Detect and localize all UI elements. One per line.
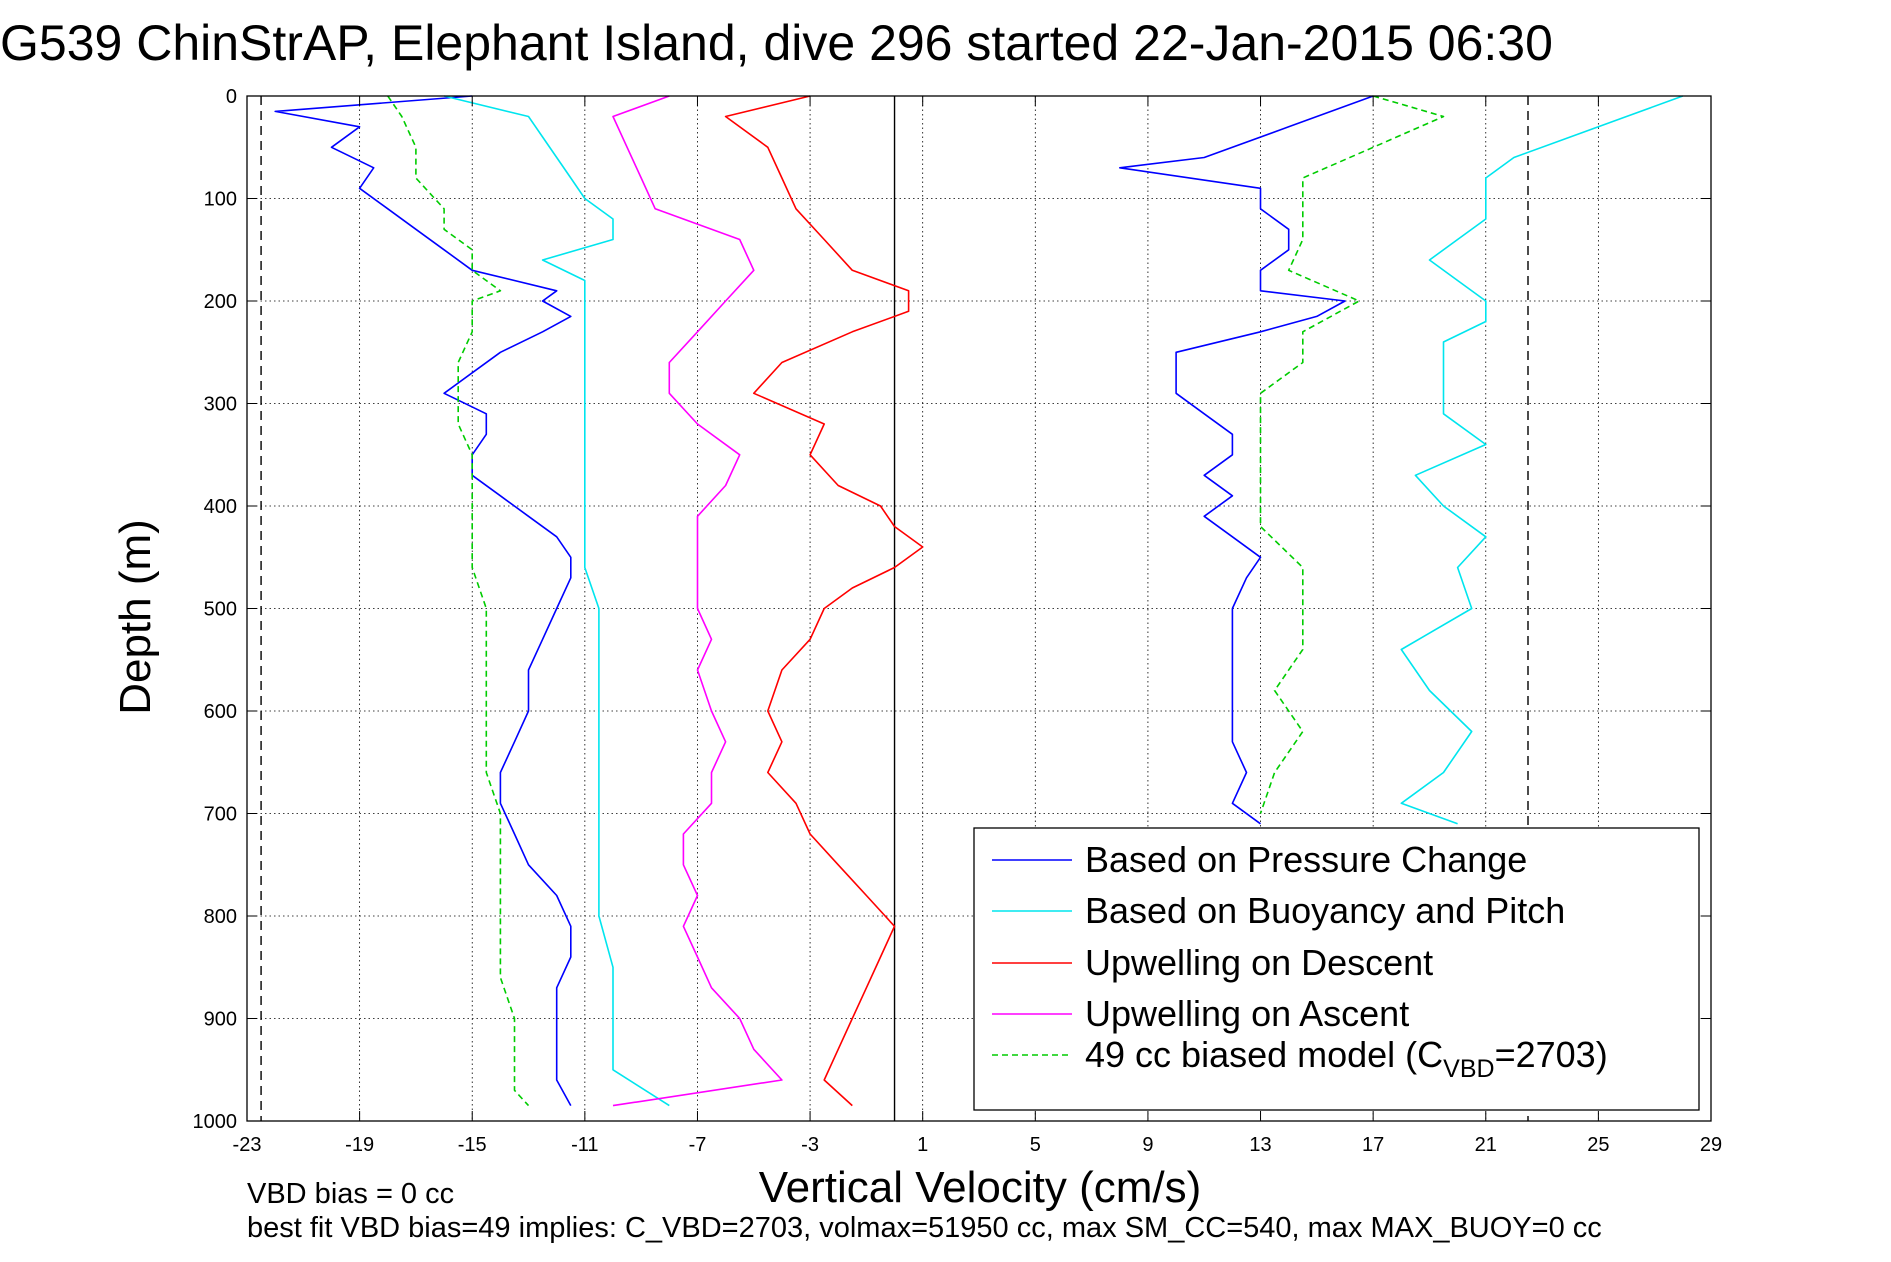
legend-label-4: 49 cc biased model (CVBD=2703) xyxy=(1085,1034,1608,1083)
x-tick-label: -15 xyxy=(458,1134,487,1156)
legend-label-1: Based on Buoyancy and Pitch xyxy=(1085,890,1565,931)
y-tick-label: 700 xyxy=(204,804,237,826)
y-tick-label: 500 xyxy=(204,599,237,621)
y-tick-label: 0 xyxy=(226,86,237,108)
y-axis-ticks: 0 100 200 300 400 500 600 700 800 900 1000 xyxy=(193,86,1711,1133)
x-axis-ticks: -23 -19 -15 -11 -7 -3 1 5 9 13 17 21 25 29 xyxy=(233,96,1722,1156)
x-tick-label: 9 xyxy=(1142,1134,1153,1156)
y-tick-label: 300 xyxy=(204,394,237,416)
grid xyxy=(246,95,1712,1122)
x-tick-label: 21 xyxy=(1475,1134,1497,1156)
y-axis-label: Depth (m) xyxy=(111,519,160,715)
y-tick-label: 900 xyxy=(204,1009,237,1031)
series-line-4 xyxy=(1259,95,1445,814)
footer-best-fit: best fit VBD bias=49 implies: C_VBD=2703… xyxy=(247,1212,1602,1244)
legend-box xyxy=(973,827,1700,1111)
x-tick-label: 17 xyxy=(1362,1134,1384,1156)
x-tick-label: 13 xyxy=(1249,1134,1271,1156)
series-line-3 xyxy=(612,95,783,1107)
y-tick-label: 1000 xyxy=(193,1111,238,1133)
legend: Based on Pressure Change Based on Buoyanc… xyxy=(973,827,1700,1111)
y-tick-label: 400 xyxy=(204,496,237,518)
footer-vbd-bias: VBD bias = 0 cc xyxy=(247,1178,454,1210)
series-line-1 xyxy=(1400,95,1684,825)
x-tick-label: 29 xyxy=(1700,1134,1722,1156)
x-tick-label: 25 xyxy=(1587,1134,1609,1156)
x-tick-label: 5 xyxy=(1030,1134,1041,1156)
legend-label-3: Upwelling on Ascent xyxy=(1085,993,1409,1034)
series-line-2 xyxy=(724,95,924,1107)
x-tick-label: -19 xyxy=(345,1134,374,1156)
series-line-1 xyxy=(443,95,670,1107)
legend-suffix: =2703) xyxy=(1495,1034,1608,1075)
chart-title: G539 ChinStrAP, Elephant Island, dive 29… xyxy=(0,15,1553,71)
x-tick-label: 1 xyxy=(917,1134,928,1156)
legend-label-2: Upwelling on Descent xyxy=(1085,942,1433,983)
x-tick-label: -11 xyxy=(571,1134,598,1156)
series-line-0 xyxy=(1119,95,1374,825)
x-tick-label: -3 xyxy=(801,1134,819,1156)
series-line-0 xyxy=(274,95,572,1106)
legend-subscript: VBD xyxy=(1443,1055,1494,1083)
y-tick-label: 200 xyxy=(204,291,237,313)
x-tick-label: -7 xyxy=(689,1134,707,1156)
y-tick-label: 100 xyxy=(204,189,237,211)
x-axis-label: Vertical Velocity (cm/s) xyxy=(759,1163,1202,1212)
reference-lines xyxy=(260,96,1529,1121)
series-line-4 xyxy=(387,95,530,1107)
y-tick-label: 800 xyxy=(204,906,237,928)
x-tick-label: -23 xyxy=(233,1134,262,1156)
legend-label-0: Based on Pressure Change xyxy=(1085,839,1527,880)
y-tick-label: 600 xyxy=(204,701,237,723)
series-group xyxy=(274,95,1684,1107)
